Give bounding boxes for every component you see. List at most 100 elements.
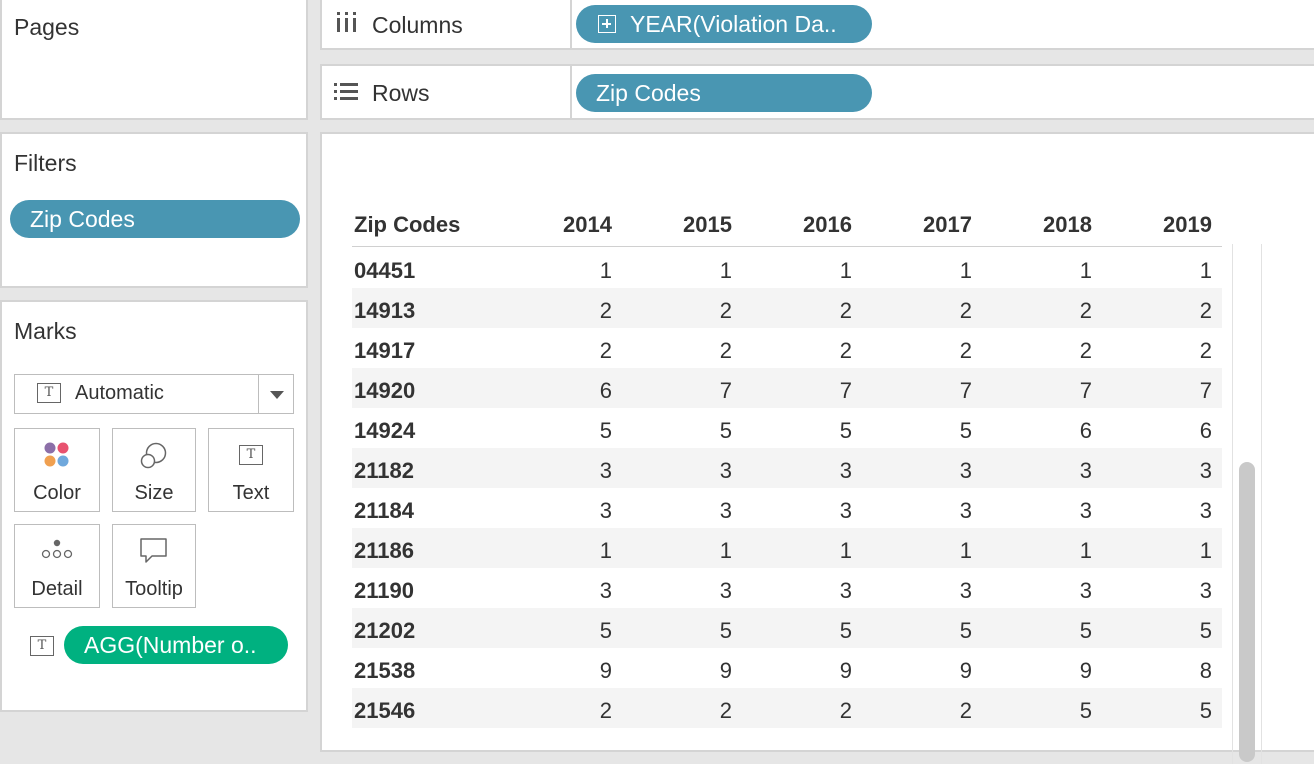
table-row[interactable]: 14924 5 5 5 5 6 6: [352, 408, 1222, 448]
value-cell: 3: [1079, 578, 1092, 603]
zip-code-cell: 21186: [354, 538, 414, 563]
value-cell: 1: [599, 538, 612, 563]
text-field-icon: T: [30, 636, 54, 656]
value-cell: 2: [599, 698, 612, 723]
value-cell: 5: [1199, 618, 1212, 643]
value-cell: 5: [599, 618, 612, 643]
text-icon: T: [239, 445, 263, 465]
color-dots-icon: [44, 442, 69, 467]
rows-pill-zip-codes[interactable]: Zip Codes: [576, 74, 872, 112]
text-mark-icon: T: [37, 383, 61, 403]
size-circles-icon: [140, 442, 167, 469]
value-cell: 2: [839, 298, 852, 323]
column-header-year[interactable]: 2015: [683, 212, 732, 237]
value-cell: 2: [839, 338, 852, 363]
marks-card: Marks T Automatic Color Size T Text: [0, 300, 308, 712]
table-row[interactable]: 21182 3 3 3 3 3 3: [352, 448, 1222, 488]
text-mark-button[interactable]: T Text: [208, 428, 294, 512]
value-cell: 9: [959, 658, 972, 683]
value-cell: 2: [719, 698, 732, 723]
table-row[interactable]: 21190 3 3 3 3 3 3: [352, 568, 1222, 608]
value-cell: 8: [1199, 658, 1212, 683]
value-cell: 7: [839, 378, 852, 403]
vertical-scrollbar-track[interactable]: [1232, 244, 1262, 764]
table-row[interactable]: 21202 5 5 5 5 5 5: [352, 608, 1222, 648]
value-cell: 3: [839, 578, 852, 603]
filter-pill-zip-codes[interactable]: Zip Codes: [10, 200, 300, 238]
value-cell: 1: [959, 258, 972, 283]
value-cell: 5: [1199, 698, 1212, 723]
value-cell: 7: [959, 378, 972, 403]
value-cell: 1: [1079, 538, 1092, 563]
mark-type-dropdown[interactable]: T Automatic: [14, 374, 294, 414]
value-cell: 3: [1079, 458, 1092, 483]
value-cell: 3: [1199, 498, 1212, 523]
value-cell: 5: [959, 418, 972, 443]
value-cell: 3: [1079, 498, 1092, 523]
value-cell: 7: [1079, 378, 1092, 403]
zip-code-cell: 14913: [354, 298, 416, 323]
size-mark-button[interactable]: Size: [112, 428, 196, 512]
table-row[interactable]: 14920 6 7 7 7 7 7: [352, 368, 1222, 408]
columns-shelf-separator: [570, 0, 572, 48]
text-label: Text: [232, 482, 270, 504]
column-header-year[interactable]: 2017: [923, 212, 972, 237]
table-row[interactable]: 14913 2 2 2 2 2 2: [352, 288, 1222, 328]
value-cell: 3: [839, 498, 852, 523]
value-cell: 5: [1079, 618, 1092, 643]
zip-code-cell: 21538: [354, 658, 416, 683]
value-cell: 2: [599, 298, 612, 323]
value-cell: 3: [1199, 578, 1212, 603]
column-header-year[interactable]: 2018: [1043, 212, 1092, 237]
column-header-year[interactable]: 2019: [1163, 212, 1212, 237]
value-cell: 3: [959, 578, 972, 603]
text-field-pill[interactable]: AGG(Number o..: [64, 626, 288, 664]
table-row[interactable]: 21538 9 9 9 9 9 8: [352, 648, 1222, 688]
value-cell: 2: [839, 698, 852, 723]
zip-code-cell: 21202: [354, 618, 416, 643]
value-cell: 2: [1199, 338, 1212, 363]
color-mark-button[interactable]: Color: [14, 428, 100, 512]
tooltip-mark-button[interactable]: Tooltip: [112, 524, 196, 608]
zip-code-cell: 21546: [354, 698, 416, 723]
table-row[interactable]: 21186 1 1 1 1 1 1: [352, 528, 1222, 568]
zip-code-cell: 21190: [354, 578, 414, 603]
table-row[interactable]: 04451 1 1 1 1 1 1: [352, 248, 1222, 288]
detail-dots-icon: [41, 539, 73, 559]
tooltip-bubble-icon: [140, 538, 167, 563]
value-cell: 6: [599, 378, 612, 403]
table-row[interactable]: 21184 3 3 3 3 3 3: [352, 488, 1222, 528]
column-header-year[interactable]: 2016: [803, 212, 852, 237]
value-cell: 1: [1079, 258, 1092, 283]
value-cell: 5: [719, 618, 732, 643]
column-header-year[interactable]: 2014: [563, 212, 612, 237]
columns-shelf: Columns YEAR(Violation Da..: [320, 0, 1314, 50]
zip-code-cell: 21184: [354, 498, 414, 523]
columns-pill-year[interactable]: YEAR(Violation Da..: [576, 5, 872, 43]
expand-plus-icon[interactable]: [598, 15, 616, 33]
value-cell: 6: [1199, 418, 1212, 443]
chevron-down-icon[interactable]: [270, 391, 284, 399]
rows-icon: [334, 83, 358, 100]
table-row[interactable]: 21546 2 2 2 2 5 5: [352, 688, 1222, 728]
value-cell: 2: [599, 338, 612, 363]
value-cell: 3: [719, 578, 732, 603]
value-cell: 3: [959, 498, 972, 523]
columns-pill-label: YEAR(Violation Da..: [630, 11, 837, 37]
value-cell: 2: [1079, 338, 1092, 363]
zip-code-cell: 14917: [354, 338, 416, 363]
value-cell: 5: [1079, 698, 1092, 723]
value-cell: 7: [719, 378, 732, 403]
value-cell: 5: [839, 618, 852, 643]
filters-title: Filters: [14, 150, 77, 176]
size-label: Size: [134, 482, 174, 504]
detail-mark-button[interactable]: Detail: [14, 524, 100, 608]
vertical-scrollbar-thumb[interactable]: [1239, 462, 1255, 762]
column-header-zip-codes[interactable]: Zip Codes: [354, 212, 461, 237]
table-row[interactable]: 14917 2 2 2 2 2 2: [352, 328, 1222, 368]
value-cell: 2: [959, 698, 972, 723]
value-cell: 5: [839, 418, 852, 443]
value-cell: 2: [959, 298, 972, 323]
value-cell: 1: [839, 258, 852, 283]
zip-code-cell: 21182: [354, 458, 414, 483]
